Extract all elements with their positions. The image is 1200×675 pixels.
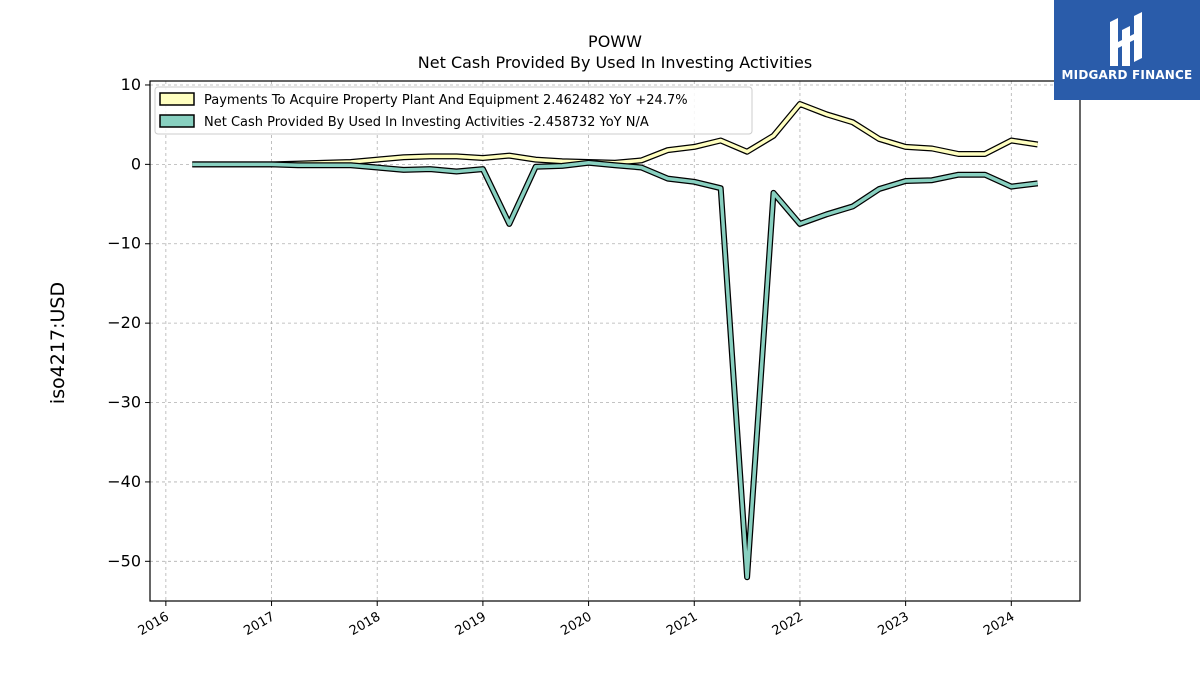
chart-title: POWW [588, 32, 642, 51]
legend-label-ppe: Payments To Acquire Property Plant And E… [204, 93, 688, 108]
y-tick-label: −40 [107, 472, 141, 491]
legend-swatch-investing [159, 114, 195, 128]
grid [150, 81, 1080, 601]
logo-mark-icon [1110, 12, 1142, 66]
y-tick-label: −10 [107, 234, 141, 253]
series-outline-1 [192, 159, 1039, 581]
x-tick-label: 2018 [347, 609, 383, 639]
series-layer [192, 101, 1039, 581]
y-tick-label: −30 [107, 393, 141, 412]
x-tick-label: 2023 [875, 609, 911, 639]
x-tick-label: 2019 [453, 609, 489, 639]
legend-swatch-ppe [159, 92, 195, 106]
x-tick-label: 2016 [136, 609, 172, 639]
chart-subtitle: Net Cash Provided By Used In Investing A… [418, 53, 812, 72]
legend-frame [154, 86, 753, 135]
x-tick-label: 2017 [241, 609, 277, 639]
x-tick-label: 2020 [558, 609, 594, 639]
y-tick-label: 0 [131, 154, 141, 173]
plot-frame [149, 80, 1081, 602]
legend-label-investing: Net Cash Provided By Used In Investing A… [204, 115, 649, 130]
brand-logo: MIDGARD FINANCE [1054, 0, 1200, 100]
y-axis-label: iso4217:USD [47, 282, 69, 404]
legend: Payments To Acquire Property Plant And E… [154, 86, 753, 135]
y-tick-label: −50 [107, 551, 141, 570]
x-tick-label: 2021 [664, 609, 700, 639]
y-tick-label: −20 [107, 313, 141, 332]
x-tick-label: 2022 [770, 609, 806, 639]
x-tick-label: 2024 [981, 609, 1017, 639]
series-line-1 [192, 161, 1038, 579]
y-tick-label: 10 [121, 75, 141, 94]
brand-name: MIDGARD FINANCE [1061, 68, 1193, 82]
